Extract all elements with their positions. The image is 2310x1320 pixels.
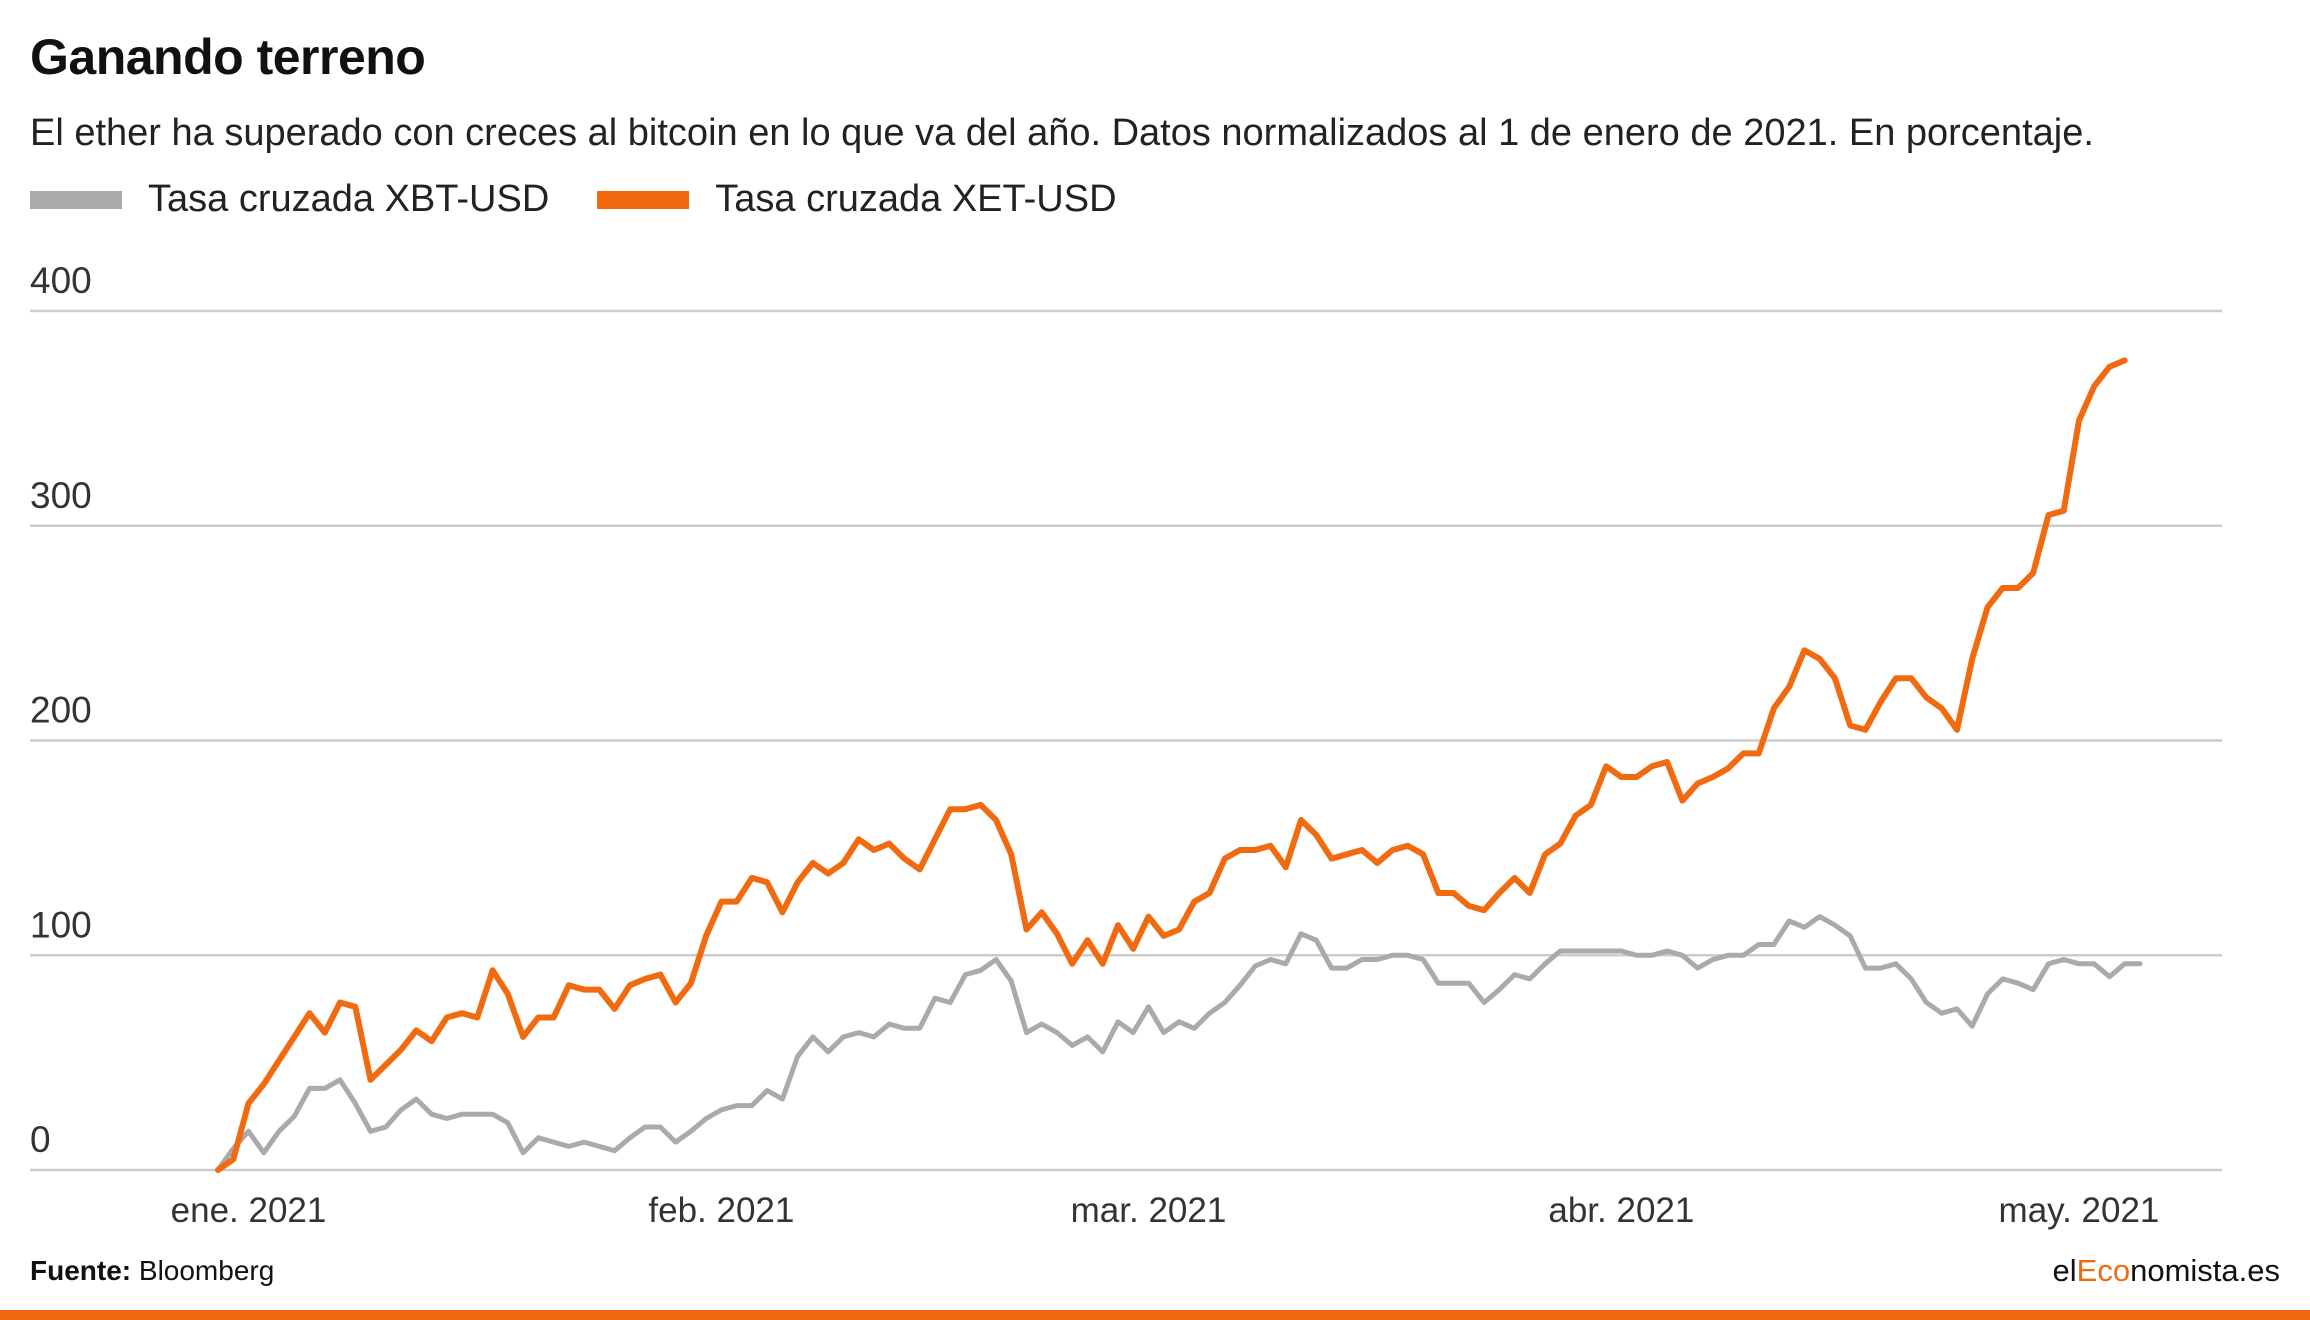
line-chart: 0 100 200 300 400 ene. 2021 feb. 2021 mar. 2021… xyxy=(0,0,2310,1240)
x-tick-label-1: feb. 2021 xyxy=(648,1191,794,1230)
y-tick-label-300: 300 xyxy=(30,475,92,516)
series-line-xet xyxy=(218,360,2125,1170)
brand-prefix: el xyxy=(2053,1253,2077,1288)
y-tick-label-100: 100 xyxy=(30,904,92,945)
bottom-accent-bar xyxy=(0,1310,2310,1320)
y-tick-label-0: 0 xyxy=(30,1119,51,1160)
x-tick-label-0: ene. 2021 xyxy=(171,1191,327,1230)
x-tick-label-4: may. 2021 xyxy=(1999,1191,2160,1230)
brand-highlight: Eco xyxy=(2077,1253,2130,1288)
source-value: Bloomberg xyxy=(139,1255,274,1286)
x-tick-label-3: abr. 2021 xyxy=(1548,1191,1694,1230)
brand-suffix: nomista.es xyxy=(2130,1253,2280,1288)
x-tick-label-2: mar. 2021 xyxy=(1071,1191,1227,1230)
source-note: Fuente: Bloomberg xyxy=(30,1255,274,1287)
y-tick-label-400: 400 xyxy=(30,260,92,301)
source-label: Fuente: xyxy=(30,1255,131,1286)
brand-logo: elEconomista.es xyxy=(2053,1253,2280,1289)
y-tick-label-200: 200 xyxy=(30,690,92,731)
